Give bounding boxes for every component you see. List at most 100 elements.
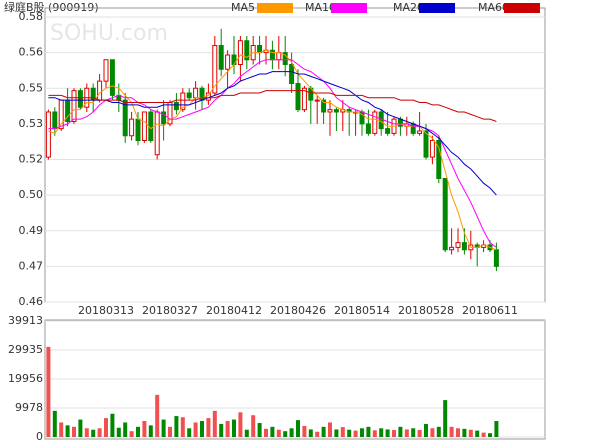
- volume-bar: [360, 428, 364, 437]
- candle-body: [301, 87, 307, 111]
- x-tick-label: 20180514: [334, 304, 390, 317]
- ma-line: [48, 49, 497, 251]
- candle-body: [244, 40, 250, 61]
- volume-bar: [123, 422, 128, 437]
- volume-bar: [283, 431, 288, 437]
- candle-body: [365, 123, 371, 134]
- x-tick-label: 20180611: [462, 304, 518, 317]
- volume-bar: [161, 419, 166, 437]
- volume-bar: [302, 425, 307, 437]
- candle-body: [103, 59, 109, 82]
- legend-label: MA60: [478, 1, 509, 14]
- candle-body: [327, 109, 333, 113]
- candle-body: [429, 140, 435, 158]
- x-tick-label: 20180412: [206, 304, 262, 317]
- candle-body: [71, 90, 77, 122]
- volume-bar: [65, 425, 70, 437]
- volume-bar: [142, 421, 147, 437]
- candle-body: [173, 102, 179, 111]
- volume-bar: [443, 400, 448, 437]
- legend-label: MA10: [305, 1, 336, 14]
- y-tick-label: 0.55: [19, 81, 44, 94]
- volume-bar: [456, 428, 460, 437]
- volume-bar: [321, 426, 326, 437]
- volume-bar: [193, 422, 198, 437]
- candle-body: [378, 111, 384, 130]
- legend-swatch: [504, 3, 540, 13]
- candle-body: [77, 90, 83, 108]
- candle-body: [417, 130, 423, 134]
- price-frame: [44, 7, 546, 303]
- ma-line: [48, 71, 497, 196]
- ma-line: [48, 90, 497, 122]
- candle-body: [385, 128, 391, 134]
- volume-bar: [475, 430, 480, 437]
- volume-bar: [97, 428, 102, 437]
- y-tick-label: 0.53: [19, 117, 44, 130]
- y-tick-label: 0.56: [19, 46, 44, 59]
- volume-bar: [72, 426, 76, 437]
- candle-body: [321, 99, 327, 113]
- watermark: SOHU.com: [50, 21, 168, 46]
- candle-body: [225, 54, 231, 70]
- x-tick-label: 20180327: [142, 304, 198, 317]
- volume-bar: [468, 429, 473, 437]
- volume-bar: [84, 428, 89, 437]
- volume-bar: [116, 427, 121, 437]
- candle-body: [333, 109, 339, 113]
- volume-tick-label: 9978: [15, 401, 43, 414]
- volume-bar: [78, 419, 83, 437]
- volume-bar: [392, 430, 396, 437]
- volume-bar: [462, 428, 467, 437]
- volume-bar: [424, 423, 428, 437]
- candle-body: [129, 118, 135, 137]
- volume-bar: [430, 428, 435, 437]
- volume-bar: [494, 421, 499, 437]
- candle-body: [276, 52, 282, 61]
- candle-body: [193, 87, 199, 99]
- candle-body: [289, 64, 295, 84]
- volume-bar: [372, 430, 377, 437]
- volume-bar: [334, 429, 339, 437]
- candle-body: [148, 111, 154, 141]
- candle-body: [109, 59, 115, 96]
- candle-body: [436, 140, 442, 179]
- legend-swatch: [419, 3, 455, 13]
- x-tick-label: 20180313: [78, 304, 134, 317]
- candle-body: [122, 99, 128, 137]
- volume-tick-label: 19956: [8, 372, 43, 385]
- candle-body: [295, 83, 301, 111]
- volume-tick-label: 29935: [8, 343, 43, 356]
- volume-bar: [168, 426, 172, 437]
- candle-body: [372, 111, 378, 134]
- candle-body: [314, 99, 320, 102]
- volume-bar: [91, 429, 96, 437]
- volume-bar: [46, 346, 51, 437]
- volume-bar: [276, 429, 281, 437]
- candle-body: [161, 111, 167, 125]
- y-tick-label: 0.49: [19, 224, 44, 237]
- candle-body: [397, 118, 403, 127]
- volume-bar: [219, 423, 224, 437]
- volume-bar: [404, 429, 409, 437]
- volume-bar: [148, 425, 153, 437]
- legend-label: MA20: [393, 1, 424, 14]
- volume-bar: [110, 413, 115, 437]
- volume-bar: [200, 421, 204, 437]
- y-tick-label: 0.46: [19, 295, 44, 308]
- candle-body: [45, 111, 51, 158]
- volume-bar: [340, 427, 345, 437]
- volume-bar: [308, 429, 313, 437]
- volume-bar: [379, 428, 384, 437]
- volume-bar: [155, 394, 160, 437]
- volume-bar: [366, 426, 371, 437]
- candle-body: [237, 40, 243, 65]
- volume-bar: [411, 428, 416, 437]
- volume-bar: [481, 432, 486, 437]
- volume-bar: [251, 415, 256, 437]
- candle-body: [141, 111, 147, 141]
- volume-tick-label: 0: [36, 430, 43, 440]
- candle-body: [461, 242, 467, 251]
- x-tick-label: 20180426: [270, 304, 326, 317]
